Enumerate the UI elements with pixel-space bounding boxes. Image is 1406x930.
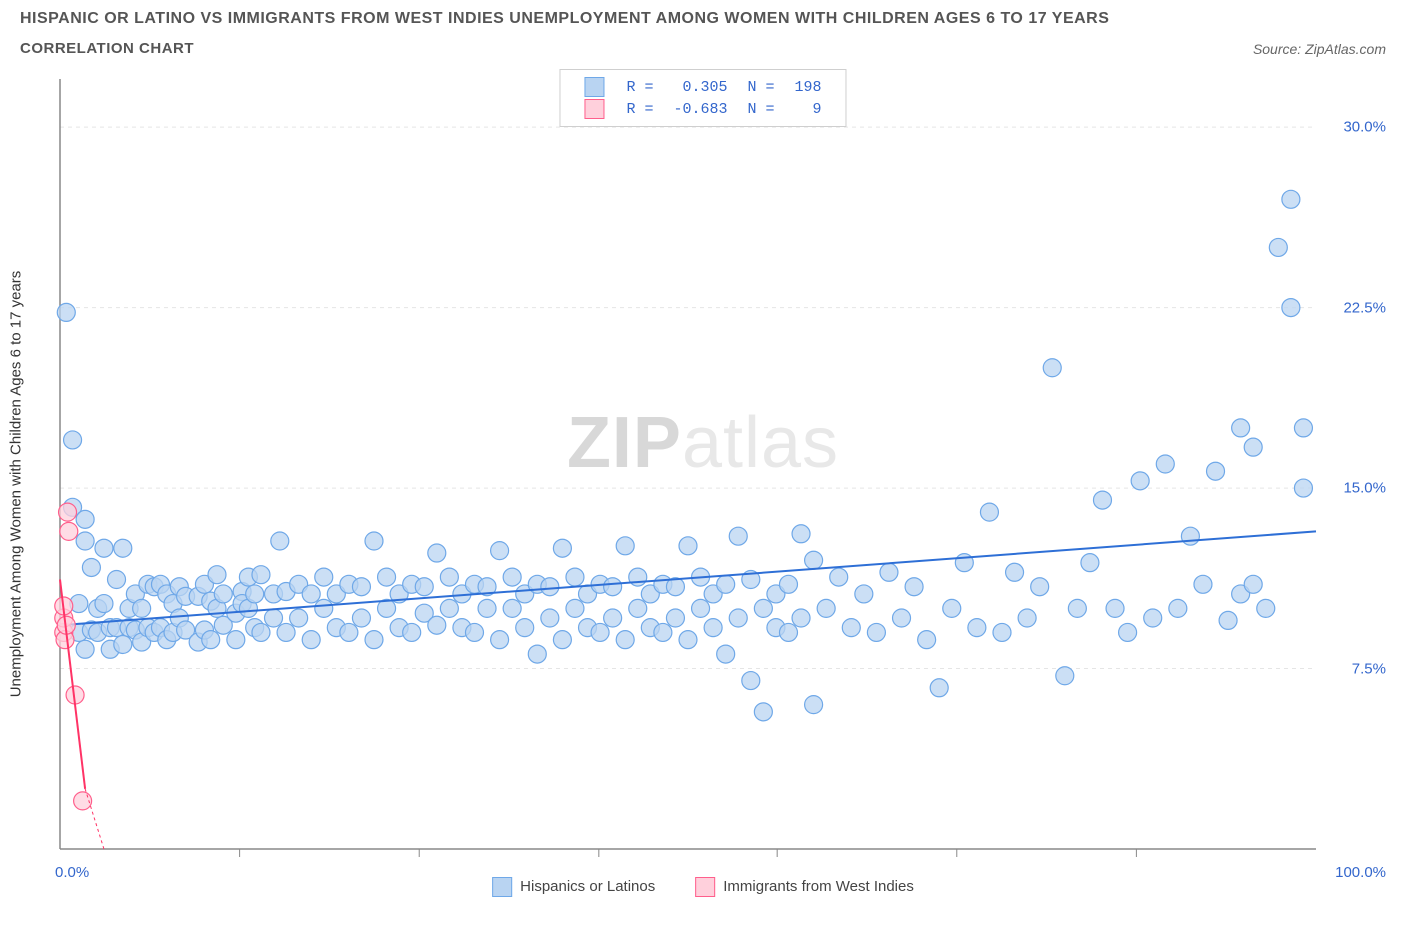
n-value-1: 198: [785, 76, 832, 98]
scatter-plot-svg: [20, 69, 1386, 899]
x-tick-label: 100.0%: [1335, 864, 1386, 881]
chart-subtitle: CORRELATION CHART: [20, 40, 194, 57]
y-tick-label: 22.5%: [1343, 299, 1386, 316]
stats-row-series-2: R = -0.683 N = 9: [574, 98, 831, 120]
correlation-scatter-chart: Unemployment Among Women with Children A…: [20, 69, 1386, 899]
y-tick-label: 7.5%: [1352, 660, 1386, 677]
header: HISPANIC OR LATINO VS IMMIGRANTS FROM WE…: [0, 0, 1406, 57]
swatch-icon: [695, 877, 715, 897]
n-value-2: 9: [785, 98, 832, 120]
swatch-icon: [492, 877, 512, 897]
legend-item-1: Hispanics or Latinos: [492, 877, 655, 897]
swatch-series-2: [584, 99, 604, 119]
y-tick-label: 15.0%: [1343, 480, 1386, 497]
legend-item-2: Immigrants from West Indies: [695, 877, 914, 897]
stats-legend: R = 0.305 N = 198 R = -0.683 N = 9: [559, 69, 846, 127]
r-value-1: 0.305: [663, 76, 737, 98]
y-tick-label: 30.0%: [1343, 119, 1386, 136]
x-tick-label: 0.0%: [55, 864, 89, 881]
source-citation: Source: ZipAtlas.com: [1253, 41, 1386, 57]
swatch-series-1: [584, 77, 604, 97]
r-value-2: -0.683: [663, 98, 737, 120]
series-legend: Hispanics or Latinos Immigrants from Wes…: [492, 877, 914, 897]
chart-title: HISPANIC OR LATINO VS IMMIGRANTS FROM WE…: [20, 10, 1386, 28]
stats-row-series-1: R = 0.305 N = 198: [574, 76, 831, 98]
